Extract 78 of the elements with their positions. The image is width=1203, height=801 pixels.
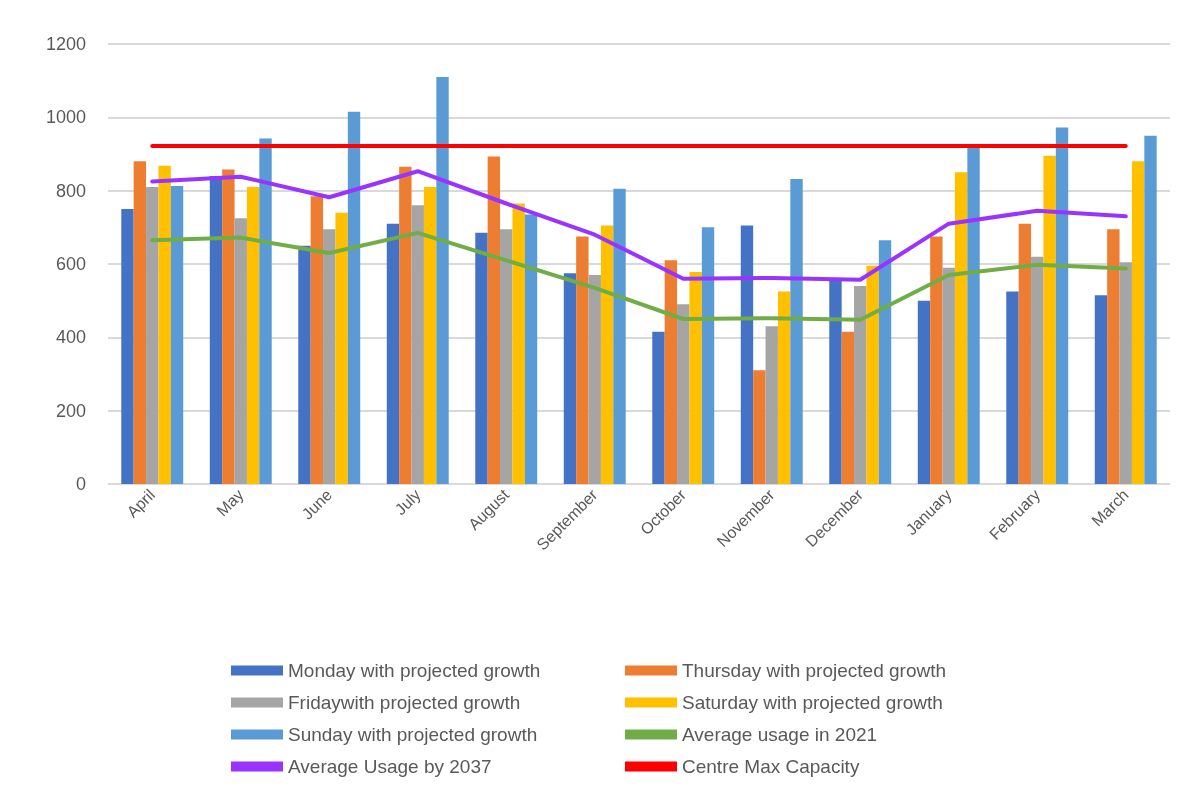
legend-label: Centre Max Capacity [682, 756, 860, 777]
bar [600, 225, 614, 484]
bar [133, 161, 147, 484]
bar [423, 187, 437, 484]
bar [323, 229, 336, 484]
bar [411, 205, 424, 484]
bar [954, 172, 968, 484]
legend-label: Thursday with projected growth [682, 660, 947, 681]
bar [158, 165, 171, 484]
bar [436, 77, 449, 484]
y-tick-label: 200 [55, 400, 86, 421]
legend-label: Monday with projected growth [288, 660, 541, 681]
bar [917, 300, 931, 484]
y-tick-label: 800 [55, 180, 86, 201]
bar [259, 138, 272, 484]
bar [386, 223, 400, 484]
bar [310, 196, 324, 484]
bar [740, 225, 754, 484]
bar [500, 229, 513, 484]
bar [1018, 223, 1032, 484]
bar [121, 209, 134, 484]
legend-label: Average Usage by 2037 [288, 756, 492, 777]
bar [841, 331, 855, 484]
bar [487, 156, 501, 484]
bar [613, 188, 626, 484]
legend-label: Saturday with projected growth [682, 692, 943, 713]
bar [942, 267, 955, 484]
y-tick-label: 400 [55, 327, 86, 348]
bar [563, 273, 577, 484]
bar [335, 212, 348, 484]
bar [866, 265, 879, 484]
line-series [150, 230, 1128, 322]
bar [1043, 155, 1056, 484]
bar [475, 232, 488, 484]
legend-label: Sunday with projected growth [288, 724, 538, 745]
bar [765, 326, 778, 484]
bar [664, 260, 678, 484]
bar [878, 240, 892, 484]
bar [347, 111, 361, 484]
bar [524, 214, 538, 484]
bar [677, 304, 690, 484]
bar [753, 370, 766, 484]
bar [298, 245, 311, 484]
x-tick-label: May [213, 485, 247, 520]
bar [1055, 127, 1069, 484]
bar [930, 236, 943, 484]
y-tick-label: 1000 [45, 107, 86, 128]
bar [1031, 256, 1044, 484]
bar [701, 227, 715, 484]
bar [1107, 229, 1120, 484]
bar [652, 331, 665, 484]
bar [588, 275, 601, 484]
bar [689, 272, 702, 484]
bar [1131, 161, 1145, 484]
legend-label: Fridaywith projected growth [288, 692, 521, 713]
bar [1119, 262, 1132, 484]
legend-label: Average usage in 2021 [682, 724, 878, 745]
bar [829, 280, 842, 484]
bar [1094, 295, 1108, 484]
bar [1144, 135, 1157, 484]
x-tick-label: July [391, 485, 424, 519]
line-series [150, 169, 1128, 282]
bar [246, 187, 260, 484]
bar [1006, 291, 1019, 484]
bar [146, 187, 159, 484]
y-tick-label: 1200 [45, 34, 86, 54]
bar [790, 178, 803, 484]
bar [399, 166, 412, 484]
bar [222, 169, 235, 484]
y-tick-label: 0 [75, 474, 86, 494]
bar [967, 146, 980, 484]
bar [854, 286, 867, 484]
bar [576, 236, 589, 484]
bar [170, 185, 184, 484]
bar [234, 218, 247, 484]
y-tick-label: 600 [55, 254, 86, 274]
bar [512, 203, 525, 484]
bar [777, 291, 791, 484]
